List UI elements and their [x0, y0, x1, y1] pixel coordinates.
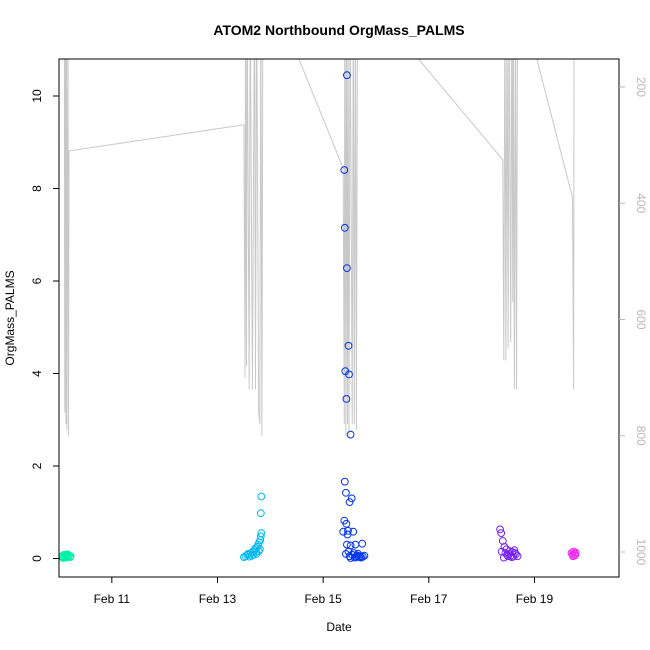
y-tick-label: 6	[30, 277, 44, 284]
secondary-tick-label: 1000	[634, 539, 648, 566]
data-point	[62, 551, 70, 560]
series-1	[59, 550, 75, 562]
series-3	[339, 71, 369, 562]
data-point	[342, 395, 351, 403]
data-point	[66, 552, 75, 561]
y-tick-label: 2	[30, 462, 44, 469]
y-axis-label: OrgMass_PALMS	[3, 270, 17, 365]
data-point	[343, 264, 351, 273]
data-point	[497, 529, 506, 537]
x-tick-label: Feb 19	[516, 592, 554, 606]
series-5	[567, 547, 580, 561]
data-point	[346, 554, 355, 562]
y-tick-label: 8	[30, 185, 44, 192]
data-point	[360, 551, 369, 560]
x-tick-label: Feb 11	[94, 592, 131, 606]
x-tick-label: Feb 13	[199, 592, 237, 606]
data-point	[512, 550, 520, 559]
x-axis-label: Date	[326, 620, 352, 634]
data-point	[340, 223, 349, 232]
data-point	[351, 540, 360, 549]
data-point	[256, 509, 265, 518]
axes: Feb 11 Feb 13 Feb 15 Feb 17 Feb 19 0 2 4 6 8 10 200…	[30, 77, 648, 606]
data-point	[343, 540, 351, 549]
data-point	[505, 547, 514, 555]
data-point	[511, 549, 519, 557]
data-point	[340, 166, 349, 174]
data-point	[342, 488, 350, 497]
secondary-tick-label: 400	[634, 193, 648, 213]
data-point	[257, 492, 266, 501]
data-point	[339, 527, 348, 536]
data-points	[59, 71, 580, 562]
data-point	[343, 71, 351, 80]
data-point	[254, 547, 263, 555]
secondary-tick-label: 800	[634, 426, 648, 446]
plot-frame	[58, 58, 620, 578]
data-point	[249, 550, 258, 559]
x-tick-label: Feb 15	[304, 592, 342, 606]
chart-title: ATOM2 Northbound OrgMass_PALMS	[213, 22, 464, 38]
data-point	[347, 494, 356, 503]
x-tick-label: Feb 17	[410, 592, 448, 606]
pressure-trace	[63, 59, 575, 436]
data-point	[356, 552, 365, 561]
series-4	[496, 525, 522, 562]
data-point	[344, 526, 352, 535]
data-point	[257, 529, 266, 537]
secondary-tick-label: 200	[634, 77, 648, 97]
data-point	[340, 477, 349, 486]
data-point	[358, 539, 367, 548]
data-point	[344, 341, 353, 350]
data-point	[342, 519, 351, 528]
series-2	[240, 492, 266, 561]
data-point	[343, 530, 352, 539]
data-point	[499, 553, 508, 562]
data-point	[346, 430, 355, 439]
y-tick-label: 0	[30, 555, 44, 562]
data-point	[500, 543, 509, 551]
data-point	[345, 498, 354, 507]
data-point	[571, 551, 580, 560]
data-point	[496, 525, 505, 534]
data-point	[256, 532, 265, 541]
data-point	[510, 546, 519, 555]
secondary-tick-label: 600	[634, 309, 648, 329]
pressure-trace-line	[63, 59, 575, 436]
y-tick-label: 4	[30, 370, 44, 377]
y-tick-label: 10	[30, 89, 44, 103]
data-point	[345, 370, 353, 379]
data-point	[243, 550, 252, 559]
